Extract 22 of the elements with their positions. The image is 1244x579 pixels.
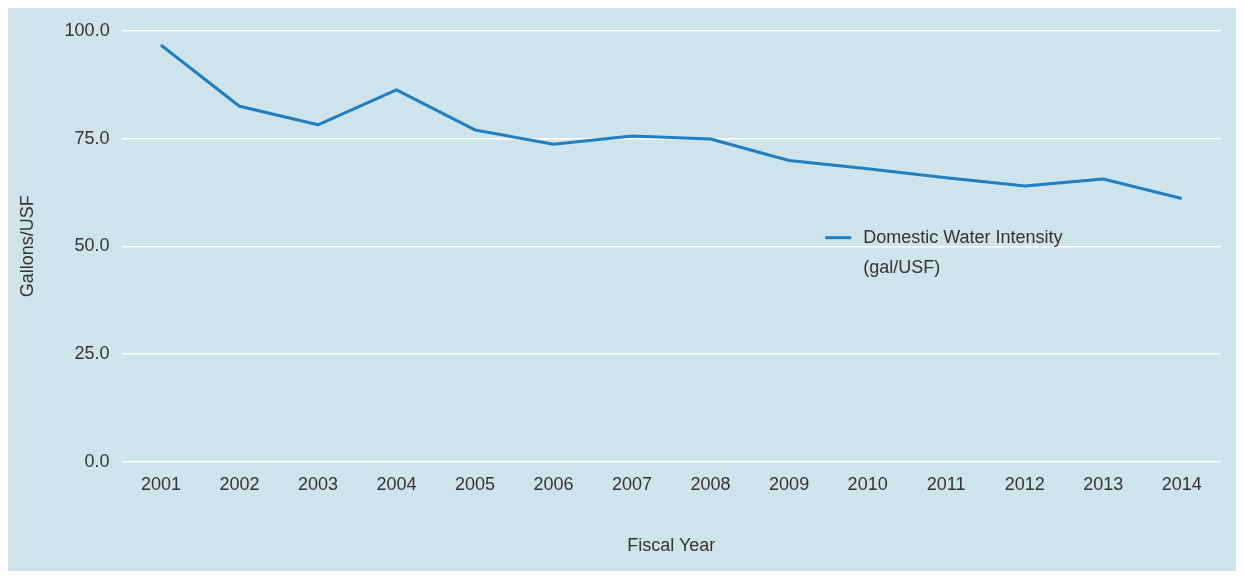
x-tick-label: 2010 (847, 473, 888, 494)
x-tick-label: 2013 (1083, 473, 1124, 494)
y-tick-label: 50.0 (74, 235, 110, 256)
y-tick-label: 100.0 (64, 19, 110, 40)
x-tick-label: 2003 (297, 473, 338, 494)
x-tick-label: 2005 (454, 473, 496, 494)
x-tick-label: 2002 (219, 473, 260, 494)
y-tick-label: 0.0 (84, 450, 110, 471)
y-axis-title: Gallons/USF (16, 195, 37, 298)
y-tick-label: 25.0 (74, 343, 110, 364)
x-tick-label: 2011 (926, 473, 966, 494)
x-tick-label: 2007 (612, 473, 653, 494)
x-axis-title: Fiscal Year (627, 535, 716, 556)
x-tick-label: 2009 (769, 473, 810, 494)
y-tick-label: 75.0 (74, 127, 110, 148)
x-tick-label: 2006 (533, 473, 574, 494)
x-tick-label: 2014 (1161, 473, 1202, 494)
x-tick-label: 2001 (140, 473, 181, 494)
legend-label: Domestic Water Intensity (gal/USF) (863, 226, 1063, 277)
x-tick-label: 2004 (376, 473, 417, 494)
x-tick-label: 2012 (1004, 473, 1045, 494)
x-tick-label: 2008 (690, 473, 731, 494)
